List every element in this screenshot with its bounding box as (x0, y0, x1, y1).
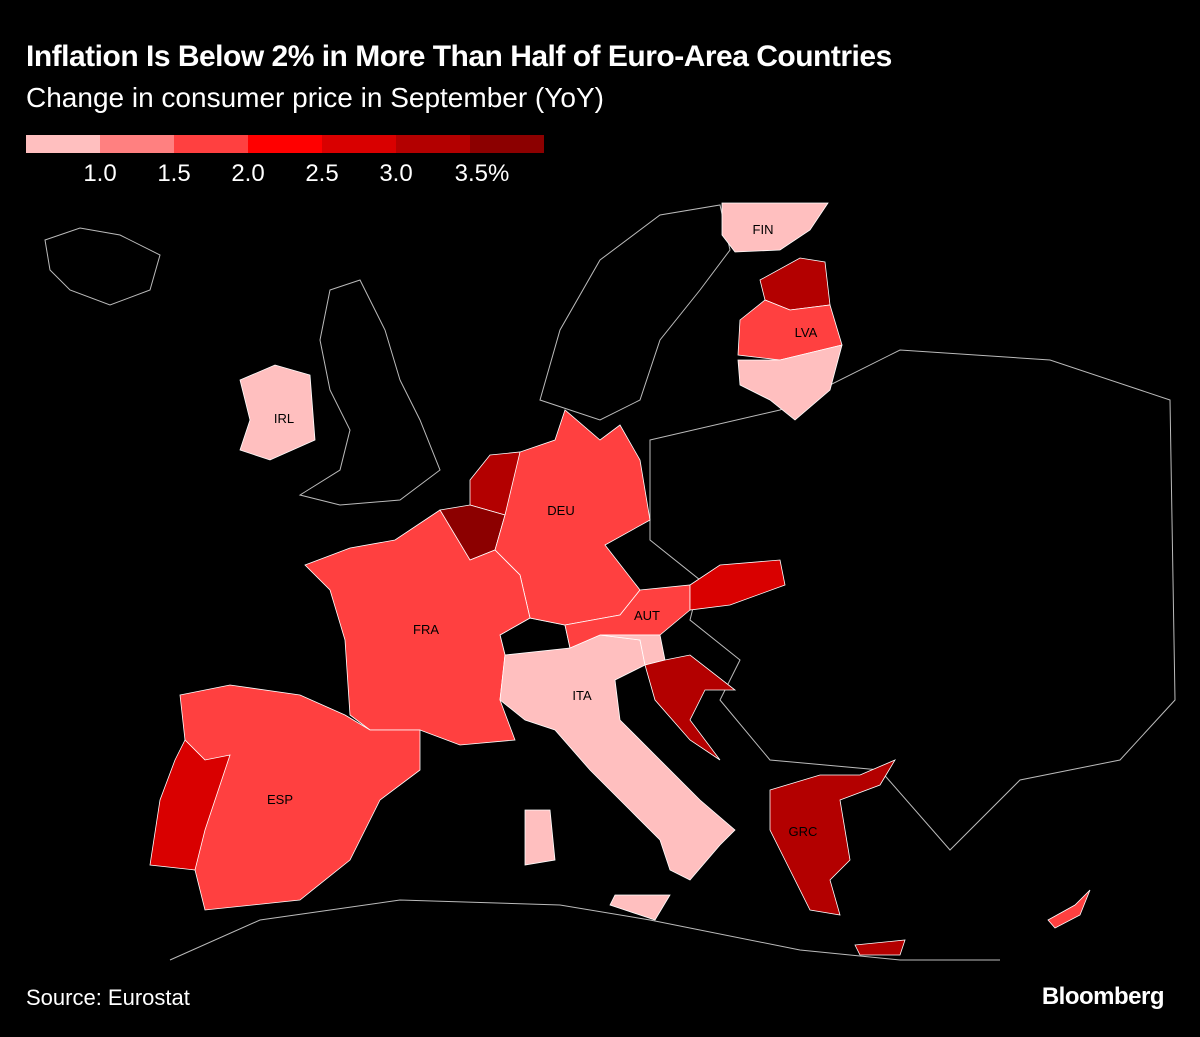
country-uk (298, 279, 441, 506)
legend-swatch-6 (470, 135, 544, 153)
bloomberg-logo: Bloomberg (1041, 983, 1165, 1010)
country-scandinavia (539, 204, 731, 421)
country-label-aut: AUT (634, 608, 660, 623)
legend-tick: 1.5 (157, 160, 191, 187)
country-hrv (644, 654, 737, 761)
country-fin (721, 202, 829, 253)
country-label-fin: FIN (753, 222, 774, 237)
country-grc (769, 759, 906, 956)
legend-swatch-2 (174, 135, 248, 153)
country-prt (149, 739, 231, 871)
country-north-africa (169, 899, 1000, 961)
source-note: Source: Eurostat (26, 985, 190, 1010)
country-svk (689, 559, 786, 611)
country-label-esp: ESP (267, 792, 293, 807)
country-label-ita: ITA (572, 688, 592, 703)
legend-swatch-3 (248, 135, 322, 153)
legend-tick: 3.0 (379, 160, 413, 187)
legend-tick: 2.5 (305, 160, 339, 187)
country-iceland (44, 227, 161, 306)
chart-subtitle: Change in consumer price in September (Y… (26, 82, 604, 113)
color-legend (26, 135, 544, 153)
country-label-deu: DEU (547, 503, 574, 518)
country-ltu (737, 344, 843, 421)
legend-tick: 2.0 (231, 160, 265, 187)
country-irl (239, 364, 316, 461)
legend-swatch-4 (322, 135, 396, 153)
chart-title: Inflation Is Below 2% in More Than Half … (26, 40, 892, 73)
legend-swatch-0 (26, 135, 100, 153)
legend-tick: 3.5% (454, 160, 510, 187)
country-cyp (1047, 889, 1091, 929)
legend-tick: 1.0 (83, 160, 117, 187)
country-label-grc: GRC (789, 824, 818, 839)
legend-swatch-5 (396, 135, 470, 153)
country-lva (737, 299, 843, 361)
country-label-irl: IRL (274, 411, 294, 426)
country-label-lva: LVA (795, 325, 818, 340)
legend-swatch-1 (100, 135, 174, 153)
country-label-fra: FRA (413, 622, 439, 637)
